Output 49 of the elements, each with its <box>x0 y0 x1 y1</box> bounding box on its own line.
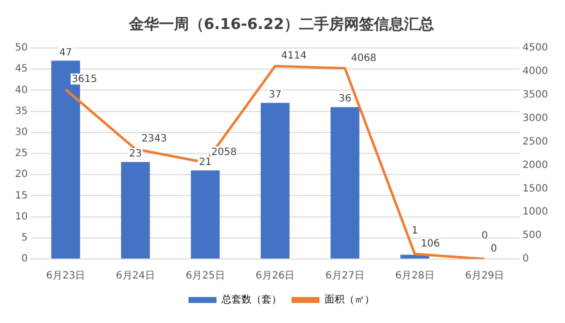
y-tick-label: 0 <box>21 254 28 265</box>
data-label: 0 <box>490 244 498 255</box>
y-tick-label: 10 <box>14 211 28 222</box>
data-label: 3615 <box>72 74 98 86</box>
data-label: 2343 <box>141 134 167 145</box>
x-tick-label: 6月27日 <box>325 270 365 282</box>
data-label: 23 <box>129 148 142 160</box>
bar <box>121 162 150 258</box>
y2-tick-label: 3500 <box>522 89 548 100</box>
data-label: 36 <box>338 94 352 105</box>
data-label: 106 <box>420 238 440 250</box>
data-label: 2058 <box>211 147 237 158</box>
y2-tick-label: 1000 <box>522 206 548 218</box>
x-tick-label: 6月23日 <box>46 270 86 282</box>
x-tick-label: 6月25日 <box>186 270 225 282</box>
legend-label: 总套数（套） <box>220 294 282 306</box>
data-label: 4068 <box>350 52 376 64</box>
data-label: 47 <box>59 47 72 58</box>
y2-tick-label: 4000 <box>522 66 548 78</box>
x-tick-label: 6月26日 <box>256 270 295 282</box>
x-tick-label: 6月24日 <box>116 270 156 282</box>
data-label: 0 <box>481 230 488 242</box>
y-tick-label: 30 <box>14 126 28 138</box>
y2-tick-label: 500 <box>522 230 542 242</box>
data-label: 37 <box>268 89 282 100</box>
legend-label: 面积（㎡） <box>324 294 374 306</box>
y-tick-label: 20 <box>14 169 28 180</box>
y-tick-label: 50 <box>14 42 28 54</box>
y-tick-label: 40 <box>14 84 28 96</box>
y2-tick-label: 0 <box>522 254 529 265</box>
y-tick-label: 25 <box>14 148 28 160</box>
y2-tick-label: 2000 <box>522 160 548 171</box>
y2-tick-label: 4500 <box>522 42 548 54</box>
bar <box>260 102 290 258</box>
y2-tick-label: 2500 <box>522 136 548 148</box>
y2-tick-label: 3000 <box>522 112 548 124</box>
chart-title: 金华一周（6.16-6.22）二手房网签信息汇总 <box>128 14 434 33</box>
bar <box>330 107 360 258</box>
y2-tick-label: 1500 <box>522 183 548 194</box>
data-label: 21 <box>198 156 212 168</box>
y-tick-label: 35 <box>14 106 28 117</box>
x-tick-label: 6月29日 <box>465 270 504 282</box>
data-label: 1 <box>412 226 418 237</box>
bar <box>190 170 220 258</box>
y-tick-label: 15 <box>14 190 28 202</box>
y-tick-label: 45 <box>14 64 28 75</box>
data-label: 4114 <box>281 50 307 62</box>
x-tick-label: 6月28日 <box>395 270 434 282</box>
y-tick-label: 5 <box>21 232 28 244</box>
